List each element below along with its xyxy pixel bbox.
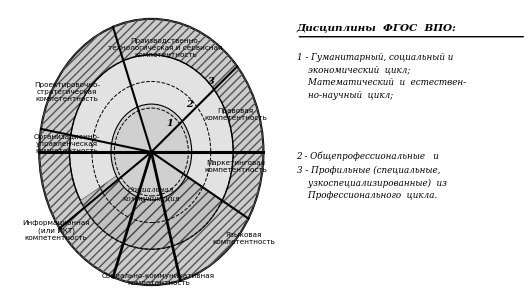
Text: Социально-коммуникативная
компетентность: Социально-коммуникативная компетентность: [102, 273, 215, 286]
Text: Социальная
коммуникация: Социальная коммуникация: [123, 185, 180, 203]
Text: Информационная
(или ИКТ)
компетентность: Информационная (или ИКТ) компетентность: [22, 220, 90, 241]
Ellipse shape: [111, 104, 192, 200]
Text: 2: 2: [186, 100, 193, 109]
Text: Маркетинговая
компетентность: Маркетинговая компетентность: [204, 160, 267, 172]
Polygon shape: [81, 152, 222, 249]
Text: 1: 1: [166, 119, 173, 129]
Text: Языковая
компетентность: Языковая компетентность: [212, 232, 275, 245]
Text: Производственно-
технологическая и сервисная
компетентность: Производственно- технологическая и серви…: [108, 38, 222, 58]
Text: 3: 3: [208, 78, 215, 86]
Text: Дисциплины  ФГОС  ВПО:: Дисциплины ФГОС ВПО:: [296, 24, 456, 33]
Text: Правовая
компетентность: Правовая компетентность: [204, 108, 267, 121]
Ellipse shape: [39, 19, 263, 285]
Text: Проектировочно-
стратегическая
компетентность: Проектировочно- стратегическая компетент…: [35, 82, 100, 102]
Text: 1 - Гуманитарный, социальный и
    экономический  цикл;
    Математический  и  е: 1 - Гуманитарный, социальный и экономиче…: [296, 53, 466, 100]
Text: Организационно-
управленческая
компетентность: Организационно- управленческая компетент…: [34, 133, 100, 154]
Ellipse shape: [70, 55, 233, 249]
Text: 2 - Общепрофессиональные   и
3 - Профильные (специальные,
    узкоспециализирова: 2 - Общепрофессиональные и 3 - Профильны…: [296, 152, 447, 200]
